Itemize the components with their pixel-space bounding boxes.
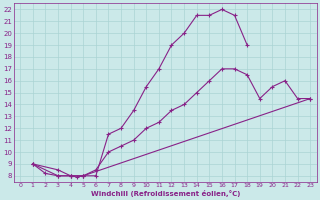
X-axis label: Windchill (Refroidissement éolien,°C): Windchill (Refroidissement éolien,°C) [91, 190, 240, 197]
